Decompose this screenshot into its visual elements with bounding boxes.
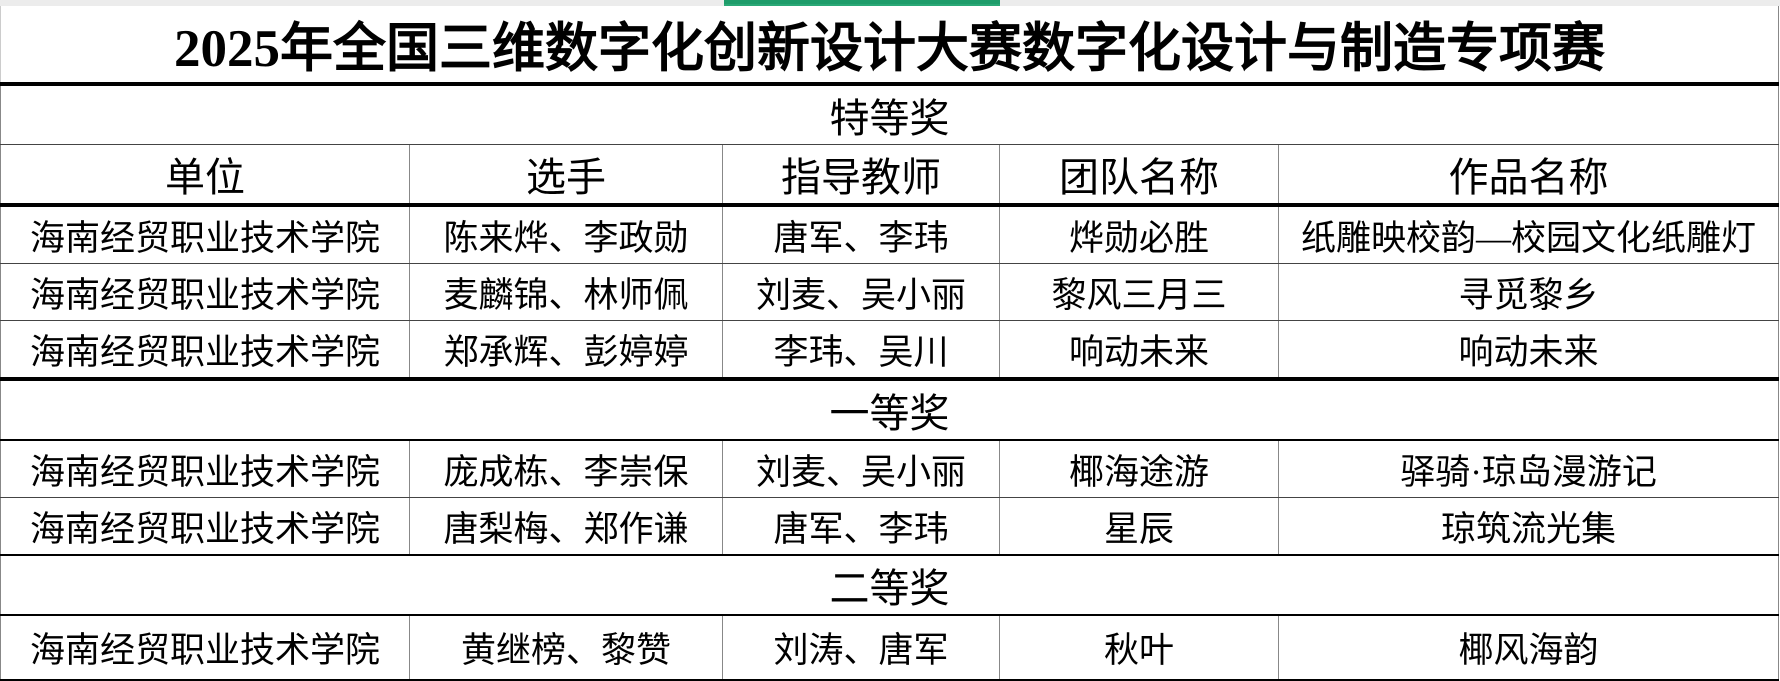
players-cell[interactable]: 黄继榜、黎赞 bbox=[409, 615, 723, 681]
table-row: 海南经贸职业技术学院 郑承辉、彭婷婷 李玮、吴川 响动未来 响动未来 bbox=[0, 320, 1780, 381]
table-row: 海南经贸职业技术学院 庞成栋、李崇保 刘麦、吴小丽 椰海途游 驿骑·琼岛漫游记 bbox=[0, 440, 1780, 498]
team-name-cell[interactable]: 黎风三月三 bbox=[999, 263, 1279, 321]
advisors-cell[interactable]: 刘麦、吴小丽 bbox=[722, 440, 1000, 498]
award-level-label[interactable]: 二等奖 bbox=[0, 555, 1780, 616]
advisors-cell[interactable]: 刘麦、吴小丽 bbox=[722, 263, 1000, 321]
team-name-cell[interactable]: 烨勋必胜 bbox=[999, 205, 1279, 264]
column-header-unit[interactable]: 单位 bbox=[0, 144, 410, 207]
unit-cell[interactable]: 海南经贸职业技术学院 bbox=[0, 497, 410, 556]
sheet-tab-bar bbox=[0, 0, 1780, 6]
players-cell[interactable]: 唐梨梅、郑作谦 bbox=[409, 497, 723, 556]
team-name-cell[interactable]: 椰海途游 bbox=[999, 440, 1279, 498]
team-name-cell[interactable]: 响动未来 bbox=[999, 320, 1279, 381]
unit-cell[interactable]: 海南经贸职业技术学院 bbox=[0, 263, 410, 321]
team-name-cell[interactable]: 星辰 bbox=[999, 497, 1279, 556]
work-name-cell[interactable]: 琼筑流光集 bbox=[1277, 497, 1780, 556]
unit-cell[interactable]: 海南经贸职业技术学院 bbox=[0, 615, 410, 681]
advisors-cell[interactable]: 唐军、李玮 bbox=[722, 497, 1000, 556]
active-sheet-tab[interactable] bbox=[724, 0, 1000, 6]
award-level-row: 特等奖 bbox=[0, 84, 1780, 145]
award-level-row: 一等奖 bbox=[0, 379, 1780, 441]
column-header-advisors[interactable]: 指导教师 bbox=[722, 144, 1000, 207]
team-name-cell[interactable]: 秋叶 bbox=[999, 615, 1279, 681]
table-row: 海南经贸职业技术学院 麦麟锦、林师佩 刘麦、吴小丽 黎风三月三 寻觅黎乡 bbox=[0, 263, 1780, 321]
sheet-title[interactable]: 2025年全国三维数字化创新设计大赛数字化设计与制造专项赛 bbox=[0, 6, 1780, 86]
advisors-cell[interactable]: 唐军、李玮 bbox=[722, 205, 1000, 264]
award-level-label[interactable]: 特等奖 bbox=[0, 84, 1780, 145]
work-name-cell[interactable]: 椰风海韵 bbox=[1277, 615, 1780, 681]
work-name-cell[interactable]: 驿骑·琼岛漫游记 bbox=[1277, 440, 1780, 498]
players-cell[interactable]: 庞成栋、李崇保 bbox=[409, 440, 723, 498]
players-cell[interactable]: 麦麟锦、林师佩 bbox=[409, 263, 723, 321]
award-table: 2025年全国三维数字化创新设计大赛数字化设计与制造专项赛 特等奖 单位 选手 指导教… bbox=[0, 6, 1780, 681]
header-row: 单位 选手 指导教师 团队名称 作品名称 bbox=[0, 144, 1780, 207]
unit-cell[interactable]: 海南经贸职业技术学院 bbox=[0, 205, 410, 264]
advisors-cell[interactable]: 刘涛、唐军 bbox=[722, 615, 1000, 681]
column-header-team-name[interactable]: 团队名称 bbox=[999, 144, 1279, 207]
unit-cell[interactable]: 海南经贸职业技术学院 bbox=[0, 440, 410, 498]
work-name-cell[interactable]: 纸雕映校韵—校园文化纸雕灯 bbox=[1277, 205, 1780, 264]
award-level-label[interactable]: 一等奖 bbox=[0, 379, 1780, 441]
advisors-cell[interactable]: 李玮、吴川 bbox=[722, 320, 1000, 381]
work-name-cell[interactable]: 响动未来 bbox=[1277, 320, 1780, 381]
award-level-row: 二等奖 bbox=[0, 555, 1780, 616]
players-cell[interactable]: 陈来烨、李政勋 bbox=[409, 205, 723, 264]
column-header-work-name[interactable]: 作品名称 bbox=[1277, 144, 1780, 207]
column-header-players[interactable]: 选手 bbox=[409, 144, 723, 207]
table-row: 海南经贸职业技术学院 陈来烨、李政勋 唐军、李玮 烨勋必胜 纸雕映校韵—校园文化纸雕灯 bbox=[0, 205, 1780, 264]
table-row: 海南经贸职业技术学院 黄继榜、黎赞 刘涛、唐军 秋叶 椰风海韵 bbox=[0, 615, 1780, 681]
table-row: 海南经贸职业技术学院 唐梨梅、郑作谦 唐军、李玮 星辰 琼筑流光集 bbox=[0, 497, 1780, 556]
unit-cell[interactable]: 海南经贸职业技术学院 bbox=[0, 320, 410, 381]
players-cell[interactable]: 郑承辉、彭婷婷 bbox=[409, 320, 723, 381]
work-name-cell[interactable]: 寻觅黎乡 bbox=[1277, 263, 1780, 321]
